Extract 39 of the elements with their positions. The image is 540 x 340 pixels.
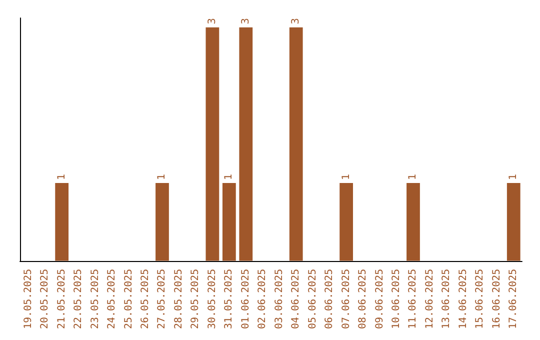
x-tick-label: 07.06.2025 <box>340 268 352 330</box>
x-tick-label: 26.05.2025 <box>140 268 151 330</box>
x-tick-label: 22.05.2025 <box>73 268 84 330</box>
x-tick-label: 05.06.2025 <box>307 268 318 330</box>
x-tick-label: 31.05.2025 <box>224 268 235 330</box>
x-tick-label: 16.06.2025 <box>491 268 502 330</box>
data-label: 1 <box>156 174 168 180</box>
x-tick-label: 02.06.2025 <box>257 268 268 330</box>
data-label: 1 <box>340 174 352 180</box>
x-tick-label: 08.06.2025 <box>358 268 369 330</box>
x-tick-label: 28.05.2025 <box>173 268 184 330</box>
x-tick-label: 06.06.2025 <box>324 268 336 330</box>
data-label: 1 <box>508 174 520 180</box>
x-tick-label: 29.05.2025 <box>190 268 202 330</box>
x-tick-label: 17.06.2025 <box>508 268 520 330</box>
x-tick-label: 15.06.2025 <box>474 268 486 330</box>
x-tick-label: 12.06.2025 <box>424 268 436 330</box>
x-tick-label: 19.05.2025 <box>22 268 34 330</box>
x-tick-label: 09.06.2025 <box>374 268 386 330</box>
data-label: 1 <box>224 174 235 180</box>
data-label: 1 <box>56 174 68 180</box>
data-label: 3 <box>206 18 218 24</box>
x-tick-label: 13.06.2025 <box>441 268 452 330</box>
x-tick-label: 23.05.2025 <box>90 268 101 330</box>
data-label: 3 <box>240 18 252 24</box>
x-tick-label: 21.05.2025 <box>56 268 68 330</box>
x-tick-label: 01.06.2025 <box>240 268 252 330</box>
x-tick-label: 03.06.2025 <box>274 268 285 330</box>
x-tick-label: 27.05.2025 <box>156 268 168 330</box>
x-tick-label: 24.05.2025 <box>106 268 118 330</box>
x-tick-label: 14.06.2025 <box>458 268 469 330</box>
data-label: 3 <box>290 18 302 24</box>
data-label: 1 <box>408 174 419 180</box>
x-tick-label: 25.05.2025 <box>123 268 134 330</box>
x-tick-label: 04.06.2025 <box>290 268 302 330</box>
x-tick-label: 11.06.2025 <box>408 268 419 330</box>
x-tick-label: 20.05.2025 <box>40 268 51 330</box>
x-tick-label: 30.05.2025 <box>206 268 218 330</box>
x-tick-label: 10.06.2025 <box>391 268 402 330</box>
